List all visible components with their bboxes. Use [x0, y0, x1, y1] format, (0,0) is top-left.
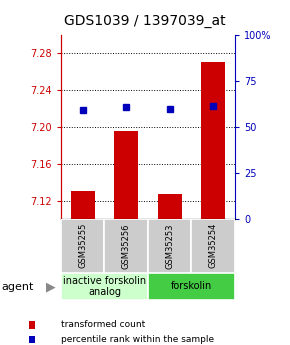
- FancyBboxPatch shape: [104, 219, 148, 273]
- Text: GSM35256: GSM35256: [122, 223, 131, 268]
- Text: ▶: ▶: [46, 280, 56, 294]
- Bar: [71, 191, 95, 219]
- Bar: [201, 62, 225, 219]
- Text: percentile rank within the sample: percentile rank within the sample: [61, 335, 214, 344]
- Text: inactive forskolin
analog: inactive forskolin analog: [63, 276, 146, 297]
- FancyBboxPatch shape: [61, 273, 148, 300]
- FancyBboxPatch shape: [148, 219, 191, 273]
- Bar: [114, 131, 138, 219]
- Text: GSM35253: GSM35253: [165, 223, 174, 268]
- Text: GDS1039 / 1397039_at: GDS1039 / 1397039_at: [64, 14, 226, 28]
- Text: forskolin: forskolin: [171, 282, 212, 291]
- FancyBboxPatch shape: [61, 219, 104, 273]
- Bar: [158, 194, 182, 219]
- Text: agent: agent: [1, 282, 34, 292]
- Text: GSM35254: GSM35254: [209, 223, 218, 268]
- FancyBboxPatch shape: [191, 219, 235, 273]
- Text: transformed count: transformed count: [61, 321, 145, 329]
- Text: GSM35255: GSM35255: [78, 223, 87, 268]
- FancyBboxPatch shape: [148, 273, 235, 300]
